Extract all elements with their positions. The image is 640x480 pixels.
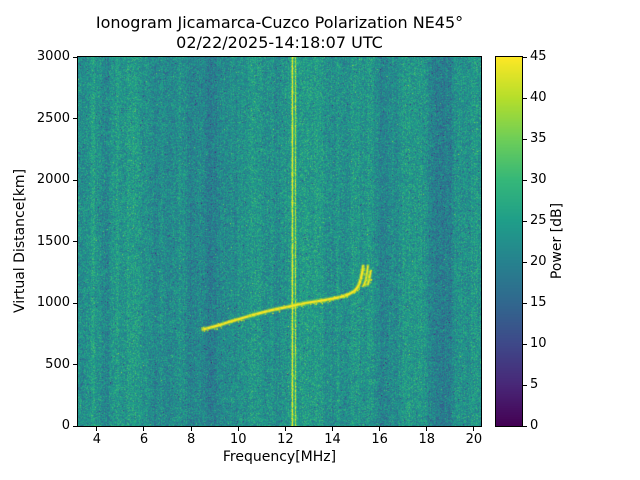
x-tick-mark (426, 427, 428, 431)
colorbar-tick-label: 45 (530, 49, 547, 64)
x-tick-label: 10 (229, 432, 247, 447)
y-tick-mark (73, 364, 77, 365)
colorbar-tick-label: 10 (530, 336, 547, 351)
y-tick-label: 2500 (36, 110, 70, 126)
y-tick-label: 0 (61, 418, 70, 433)
colorbar-tick-mark (523, 97, 527, 99)
x-tick-mark (143, 427, 145, 431)
x-tick-label: 8 (186, 432, 196, 447)
x-tick-label: 16 (371, 432, 388, 447)
x-tick-label: 4 (92, 432, 101, 447)
colorbar-tick-mark (523, 179, 527, 181)
colorbar-tick-mark (523, 56, 527, 58)
x-tick-label: 6 (139, 432, 149, 447)
y-tick-mark (73, 302, 77, 304)
colorbar-tick-mark (523, 425, 527, 427)
y-tick-label: 1000 (36, 295, 70, 310)
colorbar-tick-mark (523, 384, 527, 386)
colorbar (496, 57, 522, 426)
x-tick-mark (332, 427, 334, 431)
colorbar-tick-mark (523, 343, 527, 345)
x-tick-label: 20 (465, 432, 483, 447)
y-tick-mark (73, 179, 77, 181)
colorbar-tick-mark (523, 138, 527, 140)
y-tick-label: 2000 (36, 172, 70, 187)
y-tick-label: 1500 (36, 233, 70, 249)
x-tick-label: 12 (277, 432, 294, 447)
heatmap-canvas (78, 57, 481, 426)
plot-area (78, 57, 481, 426)
x-tick-mark (473, 427, 475, 431)
colorbar-tick-label: 15 (530, 295, 547, 310)
y-axis-label: Virtual Distance[km] (12, 168, 28, 314)
colorbar-tick-label: 25 (530, 213, 547, 228)
chart-subtitle: 02/22/2025-14:18:07 UTC (176, 33, 383, 52)
colorbar-tick-mark (523, 261, 527, 263)
x-axis-label: Frequency[MHz] (222, 449, 337, 465)
colorbar-tick-label: 5 (530, 377, 539, 392)
chart-title: Ionogram Jicamarca-Cuzco Polarization NE… (95, 13, 464, 32)
x-tick-mark (284, 427, 286, 431)
x-tick-label: 18 (418, 432, 436, 447)
x-tick-mark (237, 427, 239, 431)
colorbar-tick-label: 40 (530, 90, 547, 105)
x-tick-mark (379, 427, 381, 431)
colorbar-tick-label: 20 (530, 254, 547, 269)
colorbar-tick-label: 0 (530, 418, 539, 433)
x-tick-label: 14 (324, 432, 341, 447)
colorbar-tick-label: 30 (530, 172, 547, 187)
colorbar-canvas (496, 57, 522, 426)
x-tick-mark (190, 427, 192, 431)
y-tick-mark (73, 118, 77, 119)
y-tick-mark (73, 56, 77, 58)
colorbar-tick-label: 35 (530, 131, 547, 146)
y-tick-mark (73, 241, 77, 242)
y-tick-mark (73, 425, 77, 427)
y-tick-label: 3000 (36, 49, 70, 64)
x-tick-mark (96, 427, 98, 431)
colorbar-tick-mark (523, 220, 527, 222)
colorbar-tick-mark (523, 302, 527, 304)
y-tick-label: 500 (45, 356, 70, 372)
